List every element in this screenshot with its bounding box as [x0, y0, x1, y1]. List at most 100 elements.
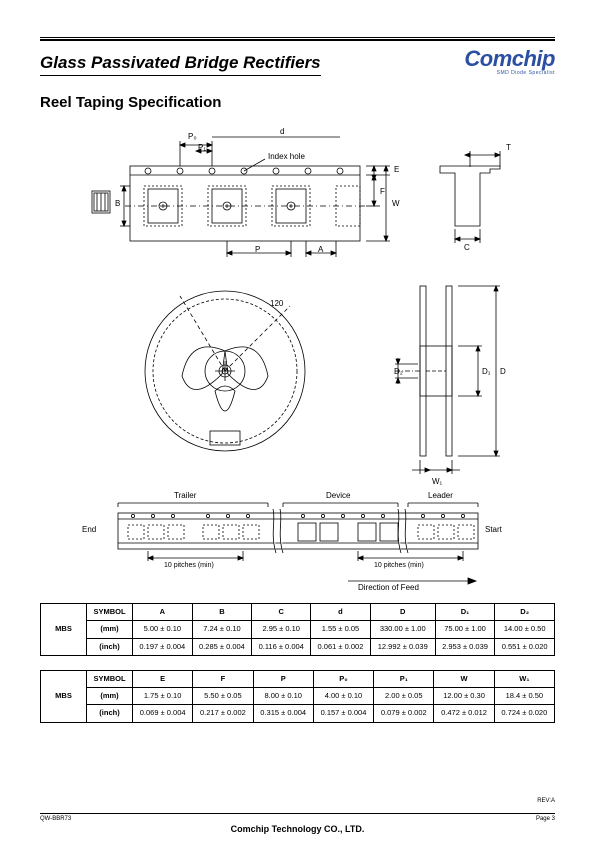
top-rule — [40, 36, 555, 41]
col-D: D — [370, 604, 435, 621]
cell: 0.285 ± 0.004 — [192, 638, 252, 655]
cell: 0.197 ± 0.004 — [133, 638, 193, 655]
row-label: MBS — [41, 670, 87, 722]
reel-side-diagram — [390, 276, 530, 476]
unit-mm: (mm) — [87, 688, 133, 705]
row-label: MBS — [41, 604, 87, 656]
label-pitches2: 10 pitches (min) — [374, 562, 424, 569]
table-row: (inch) 0.197 ± 0.004 0.285 ± 0.004 0.116… — [41, 638, 555, 655]
cell: 0.551 ± 0.020 — [495, 638, 555, 655]
label-p0: P₀ — [188, 132, 197, 141]
col-d: d — [311, 604, 371, 621]
label-f: F — [380, 187, 385, 196]
cell: 330.00 ± 1.00 — [370, 621, 435, 638]
cell: 4.00 ± 0.10 — [313, 688, 373, 705]
label-trailer: Trailer — [174, 491, 196, 500]
cell: 12.992 ± 0.039 — [370, 638, 435, 655]
col-a: A — [133, 604, 193, 621]
col-D2: D₂ — [495, 604, 555, 621]
label-big-d: D — [500, 367, 506, 376]
tape-top-diagram — [90, 131, 410, 271]
label-pitches1: 10 pitches (min) — [164, 562, 214, 569]
label-c: C — [464, 243, 470, 252]
label-t: T — [506, 143, 511, 152]
col-D1: D₁ — [435, 604, 495, 621]
footer-company: Comchip Technology CO., LTD. — [0, 824, 595, 834]
label-end: End — [82, 525, 96, 534]
col-symbol: SYMBOL — [87, 604, 133, 621]
cell: 18.4 ± 0.50 — [494, 688, 554, 705]
logo-main: Comchip — [464, 48, 555, 70]
cell: 14.00 ± 0.50 — [495, 621, 555, 638]
label-w1: W₁ — [432, 477, 442, 486]
label-direction: Direction of Feed — [358, 583, 419, 592]
page-num: Page 3 — [536, 816, 555, 822]
unit-mm: (mm) — [87, 621, 133, 638]
cell: 2.00 ± 0.05 — [374, 688, 434, 705]
logo: Comchip SMD Diode Specialist — [464, 48, 555, 76]
label-d2: D₂ — [394, 367, 403, 376]
header: Glass Passivated Bridge Rectifiers Comch… — [40, 48, 555, 76]
label-device: Device — [326, 491, 350, 500]
cell: 1.75 ± 0.10 — [133, 688, 193, 705]
col-w: W — [434, 670, 494, 687]
label-d: d — [280, 127, 284, 136]
label-reel-dia: 120 — [270, 299, 284, 308]
cell: 0.061 ± 0.002 — [311, 638, 371, 655]
footer: QW-BBR73 Page 3 — [40, 813, 555, 822]
cell: 1.55 ± 0.05 — [311, 621, 371, 638]
cell: 0.157 ± 0.004 — [313, 705, 373, 722]
cell: 2.95 ± 0.10 — [252, 621, 311, 638]
label-e: E — [394, 165, 399, 174]
table-row: (mm) 5.00 ± 0.10 7.24 ± 0.10 2.95 ± 0.10… — [41, 621, 555, 638]
spec-table-1: MBS SYMBOL A B C d D D₁ D₂ (mm) 5.00 ± 0… — [40, 603, 555, 656]
label-w: W — [392, 199, 400, 208]
cell: 5.50 ± 0.05 — [193, 688, 253, 705]
cell: 8.00 ± 0.10 — [253, 688, 313, 705]
section-subtitle: Reel Taping Specification — [40, 94, 555, 111]
col-p0: P₀ — [313, 670, 373, 687]
cell: 0.116 ± 0.004 — [252, 638, 311, 655]
cell: 0.079 ± 0.002 — [374, 705, 434, 722]
cell: 0.069 ± 0.004 — [133, 705, 193, 722]
table-row: (inch) 0.069 ± 0.004 0.217 ± 0.002 0.315… — [41, 705, 555, 722]
unit-inch: (inch) — [87, 638, 133, 655]
cell: 7.24 ± 0.10 — [192, 621, 252, 638]
col-f: F — [193, 670, 253, 687]
cell: 0.217 ± 0.002 — [193, 705, 253, 722]
col-p: P — [253, 670, 313, 687]
page-title: Glass Passivated Bridge Rectifiers — [40, 53, 321, 76]
label-b: B — [115, 199, 120, 208]
col-p1: P₁ — [374, 670, 434, 687]
cell: 0.724 ± 0.020 — [494, 705, 554, 722]
label-p: P — [255, 245, 260, 254]
cell: 0.472 ± 0.012 — [434, 705, 494, 722]
col-b: B — [192, 604, 252, 621]
table-row: MBS SYMBOL A B C d D D₁ D₂ — [41, 604, 555, 621]
label-index: Index hole — [268, 152, 305, 161]
cell: 75.00 ± 1.00 — [435, 621, 495, 638]
cell: 5.00 ± 0.10 — [133, 621, 193, 638]
figure-area: P₀ P₁ d Index hole E F W B P A T C — [40, 121, 555, 593]
doc-id: QW-BBR73 — [40, 816, 71, 822]
cell: 12.00 ± 0.30 — [434, 688, 494, 705]
cell: 0.315 ± 0.004 — [253, 705, 313, 722]
label-p1: P₁ — [198, 143, 206, 152]
label-leader: Leader — [428, 491, 453, 500]
col-e: E — [133, 670, 193, 687]
unit-inch: (inch) — [87, 705, 133, 722]
table-row: MBS SYMBOL E F P P₀ P₁ W W₁ — [41, 670, 555, 687]
col-c: C — [252, 604, 311, 621]
col-w1: W₁ — [494, 670, 554, 687]
spec-table-2: MBS SYMBOL E F P P₀ P₁ W W₁ (mm) 1.75 ± … — [40, 670, 555, 723]
rev-label: REV:A — [537, 798, 555, 804]
label-start: Start — [485, 525, 502, 534]
col-symbol: SYMBOL — [87, 670, 133, 687]
tape-profile-diagram — [430, 131, 525, 271]
table-row: (mm) 1.75 ± 0.10 5.50 ± 0.05 8.00 ± 0.10… — [41, 688, 555, 705]
cell: 2.953 ± 0.039 — [435, 638, 495, 655]
reel-front-diagram: 120 — [130, 276, 320, 466]
label-a: A — [318, 245, 323, 254]
label-d1: D₁ — [482, 367, 490, 376]
leader-diagram — [58, 493, 538, 593]
